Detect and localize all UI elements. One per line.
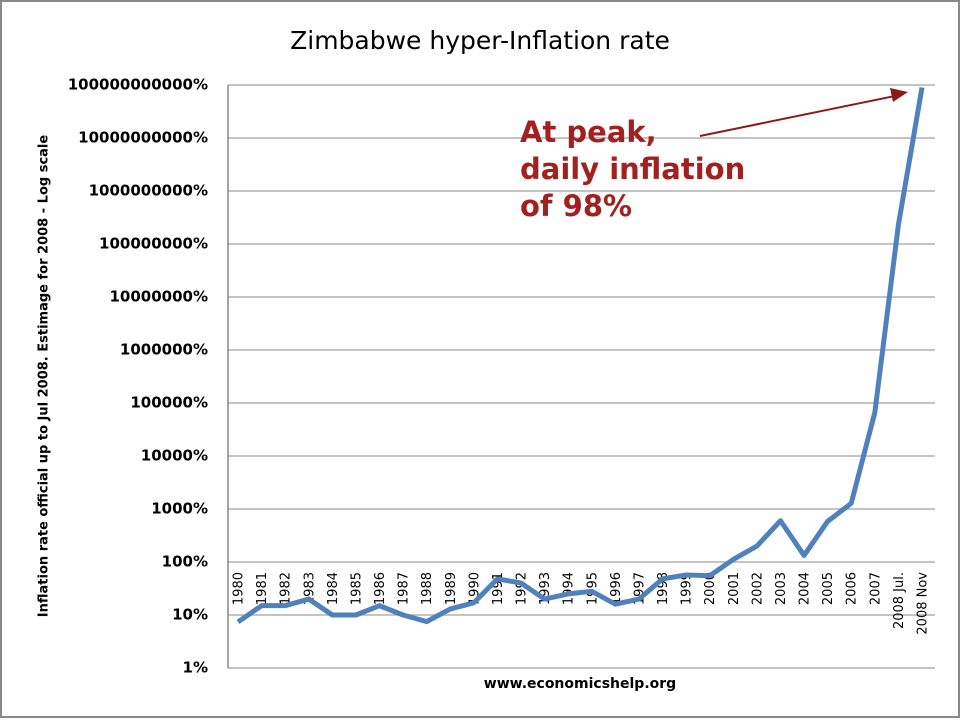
y-tick-label: 1000% <box>151 500 208 518</box>
x-tick-label: 1989 <box>444 572 459 605</box>
x-tick-label: 1981 <box>255 572 270 605</box>
x-tick-label: 2002 <box>750 572 765 605</box>
x-tick-label: 1986 <box>373 572 388 605</box>
x-tick-label: 2004 <box>798 572 813 605</box>
y-tick-label: 100000% <box>130 394 208 412</box>
x-tick-label: 1988 <box>420 572 435 605</box>
y-tick-label: 100000000% <box>99 235 208 253</box>
y-tick-label: 10000% <box>141 447 208 465</box>
x-tick-label: 1980 <box>232 572 247 605</box>
x-tick-label: 2001 <box>727 572 742 605</box>
y-tick-label: 100% <box>162 553 208 571</box>
x-tick-label: 1994 <box>562 572 577 605</box>
y-tick-label: 1000000000% <box>89 182 208 200</box>
x-tick-label: 1999 <box>680 572 695 605</box>
y-tick-label: 100000000000% <box>68 76 208 94</box>
x-tick-label: 1982 <box>279 572 294 605</box>
y-tick-label: 10000000000% <box>78 129 208 147</box>
x-tick-label: 2000 <box>703 572 718 605</box>
x-tick-label: 1987 <box>397 572 412 605</box>
annotation: daily inflation <box>520 152 745 186</box>
y-axis-label: Inflation rate official up to Jul 2008. … <box>37 135 52 618</box>
x-tick-label: 1984 <box>326 572 341 605</box>
annotation: At peak, <box>520 115 657 149</box>
x-tick-label: 1985 <box>349 572 364 605</box>
arrow-head <box>890 88 908 102</box>
x-axis-label: www.economicshelp.org <box>484 676 676 692</box>
annotation-arrow <box>699 95 896 137</box>
x-tick-label: 2008 Nov <box>916 572 931 635</box>
x-tick-label: 1996 <box>609 572 624 605</box>
y-tick-label: 10% <box>172 606 208 624</box>
annotation: of 98% <box>520 189 632 223</box>
y-tick-label: 1% <box>183 659 208 677</box>
y-tick-label: 10000000% <box>109 288 208 306</box>
x-tick-label: 2005 <box>821 572 836 605</box>
x-tick-label: 2003 <box>774 572 789 605</box>
x-tick-label: 2008 Jul. <box>892 572 907 629</box>
x-tick-label: 1995 <box>585 572 600 605</box>
series-line <box>236 87 925 625</box>
x-tick-label: 1983 <box>302 572 317 605</box>
x-tick-label: 2007 <box>868 572 883 605</box>
chart-title: Zimbabwe hyper-Inflation rate <box>290 26 670 55</box>
y-tick-label: 1000000% <box>120 341 208 359</box>
x-tick-label: 2006 <box>845 572 860 605</box>
